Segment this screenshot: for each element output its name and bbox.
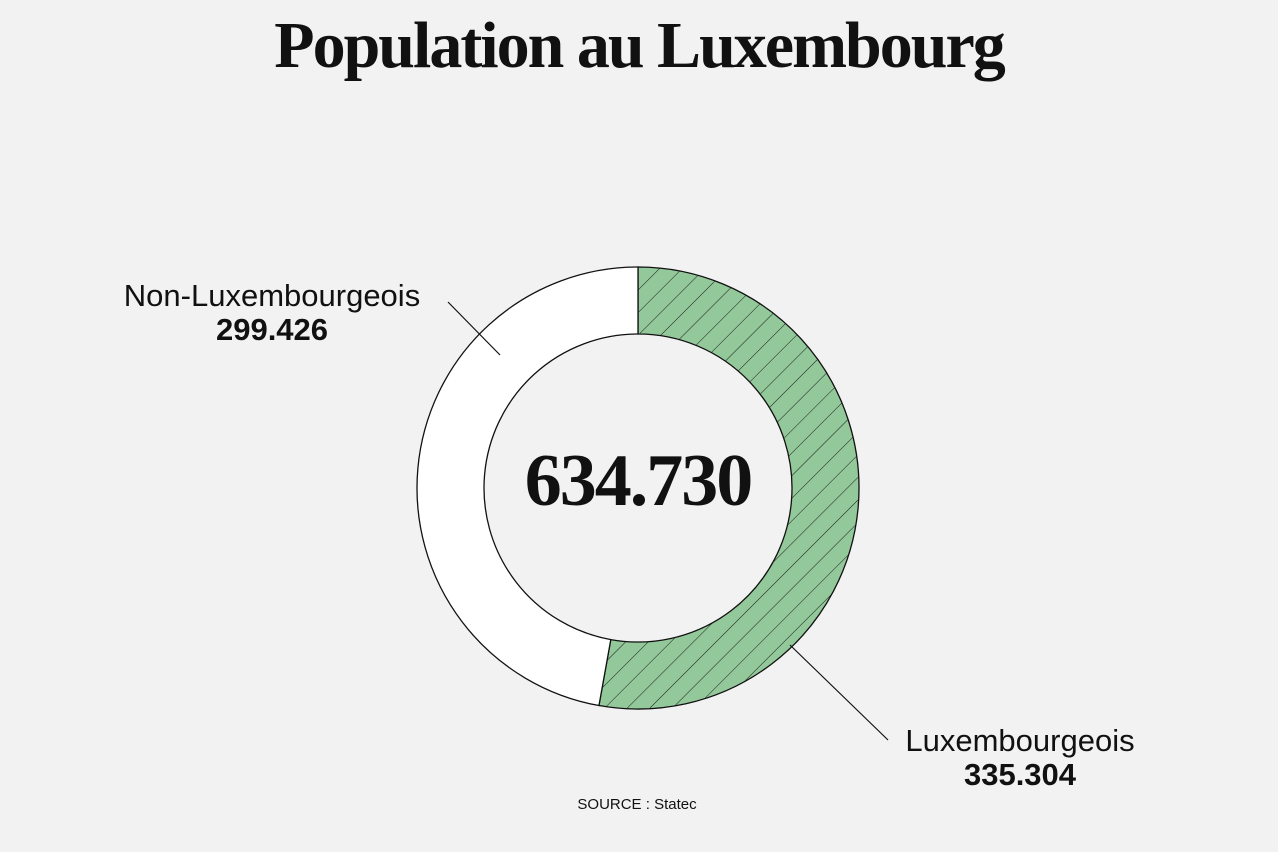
leader-line [447,301,501,356]
source: SOURCE : Statec [577,796,697,813]
center-label: 634.730 [525,440,752,522]
data-label: 299.426 [216,312,328,347]
leader-line [789,644,889,741]
segment-hatch [598,267,860,709]
legend-label: Non-Luxembourgeois [124,278,420,313]
donut-segment [416,266,639,707]
legend-label: Luxembourgeois [905,723,1134,758]
chart-title: Population au Luxembourg [274,9,1005,82]
data-label: 335.304 [964,757,1077,792]
